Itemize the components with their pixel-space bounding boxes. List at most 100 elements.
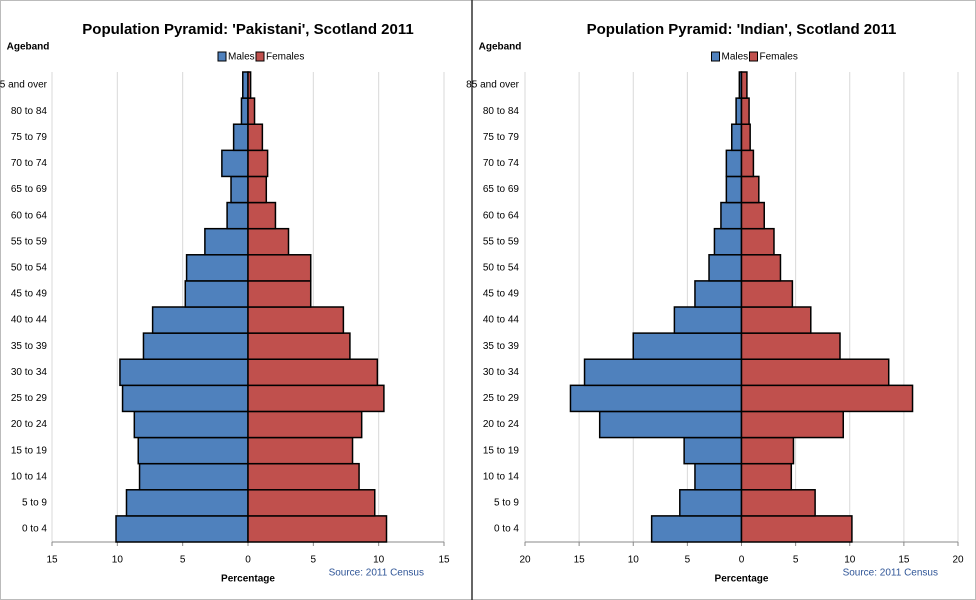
x-tick-label: 5	[793, 555, 799, 566]
y-tick-label: 0 to 4	[22, 524, 47, 535]
x-tick-label: 0	[245, 555, 251, 566]
bar	[740, 123, 751, 152]
bar	[673, 306, 743, 334]
bar	[569, 384, 743, 413]
x-tick-label: 5	[685, 555, 691, 566]
legend-label: Females	[760, 52, 798, 63]
bar	[247, 227, 290, 256]
y-tick-label: 50 to 54	[483, 262, 520, 273]
y-axis-title: Ageband	[7, 42, 50, 53]
bar	[119, 358, 249, 387]
x-tick-label: 15	[438, 555, 450, 566]
bar	[583, 358, 743, 387]
x-tick-label: 10	[112, 555, 124, 566]
bar	[247, 123, 264, 152]
y-tick-label: 20 to 24	[11, 419, 48, 430]
bar	[720, 201, 743, 230]
bar	[125, 489, 249, 517]
bar	[740, 227, 775, 256]
y-tick-label: 5 to 9	[494, 497, 519, 508]
y-tick-label: 85 and over	[466, 80, 519, 91]
y-tick-label: 55 to 59	[11, 236, 48, 247]
bar	[247, 175, 268, 204]
bar	[740, 149, 755, 178]
bar	[740, 384, 914, 413]
y-tick-label: 80 to 84	[483, 106, 520, 117]
y-tick-label: 0 to 4	[494, 524, 519, 535]
bar	[247, 384, 385, 413]
bar	[247, 462, 360, 491]
y-tick-label: 65 to 69	[483, 184, 520, 195]
bar	[247, 515, 388, 543]
bar	[133, 410, 249, 439]
bar	[740, 175, 760, 204]
legend-swatch	[217, 51, 227, 62]
bar	[121, 384, 249, 413]
x-tick-label: 0	[739, 555, 745, 566]
y-tick-label: 70 to 74	[11, 158, 48, 169]
y-tick-label: 10 to 14	[11, 471, 48, 482]
bar	[740, 254, 782, 282]
y-tick-label: 15 to 19	[11, 445, 48, 456]
x-tick-label: 20	[519, 555, 531, 566]
x-tick-label: 15	[574, 555, 586, 566]
y-tick-label: 70 to 74	[483, 158, 520, 169]
legend-swatch	[255, 51, 265, 62]
x-axis-title: Percentage	[715, 574, 769, 585]
x-tick-label: 10	[628, 555, 640, 566]
y-tick-label: 50 to 54	[11, 262, 48, 273]
y-tick-label: 75 to 79	[483, 132, 520, 143]
y-tick-label: 75 to 79	[11, 132, 48, 143]
bar	[185, 254, 249, 282]
bar	[740, 201, 765, 230]
legend-swatch	[711, 51, 720, 62]
y-tick-label: 25 to 29	[11, 393, 48, 404]
y-tick-label: 45 to 49	[483, 289, 520, 300]
bar	[138, 462, 249, 491]
bar	[247, 201, 277, 230]
source-note: Source: 2011 Census	[329, 568, 424, 579]
x-tick-label: 20	[952, 555, 964, 566]
y-tick-label: 20 to 24	[483, 419, 520, 430]
bar	[740, 71, 748, 99]
bar	[247, 254, 312, 282]
y-tick-label: 60 to 64	[11, 210, 48, 221]
y-tick-label: 15 to 19	[483, 445, 520, 456]
bar	[204, 227, 249, 256]
bar	[137, 436, 249, 465]
bar	[694, 280, 743, 308]
bar	[740, 280, 794, 308]
x-tick-label: 10	[844, 555, 856, 566]
source-note: Source: 2011 Census	[843, 568, 938, 579]
x-tick-label: 15	[46, 555, 58, 566]
bar	[740, 97, 750, 125]
bar	[713, 227, 743, 256]
y-tick-label: 80 to 84	[11, 106, 48, 117]
bar	[735, 97, 743, 125]
bar	[725, 149, 743, 178]
bar	[740, 515, 853, 543]
y-tick-label: 25 to 29	[483, 393, 520, 404]
bar	[247, 149, 269, 178]
bar	[247, 332, 351, 360]
bar	[679, 489, 743, 517]
bar	[230, 175, 249, 204]
bar	[740, 358, 890, 387]
bar	[725, 175, 743, 204]
bar	[731, 123, 743, 152]
bar	[740, 306, 812, 334]
bar	[151, 306, 249, 334]
y-tick-label: 65 to 69	[11, 184, 48, 195]
x-tick-label: 15	[898, 555, 910, 566]
bar	[242, 71, 249, 99]
bar	[683, 436, 743, 465]
y-tick-label: 60 to 64	[483, 210, 520, 221]
bar	[247, 97, 256, 125]
chart-title: Population Pyramid: 'Indian', Scotland 2…	[587, 21, 897, 38]
bar	[632, 332, 743, 360]
y-axis-title: Ageband	[479, 42, 522, 53]
x-tick-label: 5	[311, 555, 317, 566]
y-tick-label: 10 to 14	[483, 471, 520, 482]
bar	[221, 149, 249, 178]
